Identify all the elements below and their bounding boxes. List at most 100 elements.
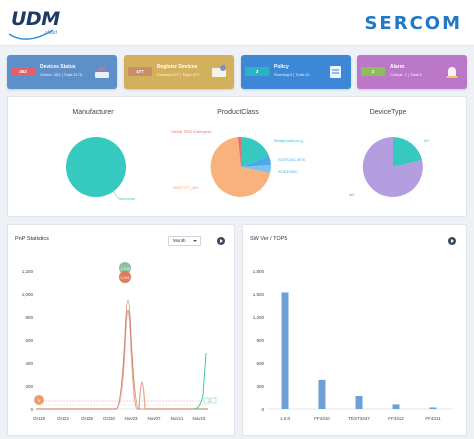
x-tick-label: Nov03 [124, 416, 138, 421]
logo-swoosh-icon [8, 29, 54, 40]
series-line-b[interactable] [36, 299, 208, 410]
card-subtitle: Critical: 1 | Total:8 [390, 72, 422, 77]
logo-text: UDM [11, 8, 60, 30]
bar-FF4311[interactable] [429, 407, 437, 409]
card-count-badge: 452 [11, 67, 35, 76]
x-tick-label: Nov07 [147, 416, 161, 421]
x-tick-label: 1.0.0 [280, 416, 291, 421]
y-tick-label: 300 [256, 384, 264, 389]
pie-slice-5g[interactable] [393, 137, 422, 167]
y-tick-label: 1,200 [253, 315, 265, 320]
register-icon [212, 65, 226, 77]
y-tick-label: 0 [261, 407, 264, 412]
sw-navigate-icon[interactable] [448, 237, 456, 245]
x-tick-label: FF4312 [388, 416, 404, 421]
card-alarm[interactable]: 2 Alarm Critical: 1 | Total:8 [357, 55, 467, 89]
peak-marker-label: 1,104 [120, 267, 130, 271]
pnp-title: PnP Statistics [15, 236, 49, 242]
period-selected-value: Month [173, 238, 186, 243]
card-subtitle: Devices:477 | Total: 477 [157, 72, 200, 77]
x-tick-label: Nov15 [192, 416, 206, 421]
card-subtitle: Running:3 | Total:10 [274, 72, 310, 77]
start-marker-label: 0 [38, 399, 40, 403]
x-tick-label: Oct18 [33, 416, 46, 421]
top-header: UDM cloud SERCOM [0, 0, 474, 46]
card-count-badge: 2 [361, 67, 385, 76]
y-tick-label: 200 [25, 384, 33, 389]
x-tick-label: FF4310 [314, 416, 330, 421]
pie-slice-4g[interactable] [362, 136, 423, 197]
pie-slice-sce7777[interactable] [210, 137, 270, 197]
card-register-devices[interactable]: 477 Register Devices Devices:477 | Total… [124, 55, 234, 89]
x-tick-label: Oct30 [103, 416, 116, 421]
x-tick-label: TEST3447 [348, 416, 370, 421]
summary-cards: 452 Devices Status Online: 452 | Total:2… [7, 55, 467, 89]
manufacturer-title: Manufacturer [72, 109, 114, 116]
y-tick-label: 900 [256, 338, 264, 343]
pie-label: VieNA TEDI Enterprise [171, 129, 212, 134]
bar-FF4310[interactable] [318, 379, 326, 409]
logo-subtext: cloud [45, 30, 57, 36]
period-select[interactable]: Month [168, 236, 201, 246]
sw-bar-chart: 1,800 1,500 1,200 900 600 300 0 1.0.0 FF4… [253, 269, 453, 421]
series-line-a[interactable] [36, 309, 208, 410]
x-tick-label: FF4311 [425, 416, 441, 421]
peak-marker[interactable] [119, 262, 131, 274]
pie-label: 4G [349, 192, 354, 197]
pie-slice-vietnam[interactable] [238, 136, 241, 167]
bar-1.0.0[interactable] [281, 292, 289, 409]
x-tick-label: Oct22 [57, 416, 70, 421]
alarm-icon [446, 67, 458, 78]
pie-label: SCES16C-B78 [278, 157, 305, 162]
pnp-statistics-panel: PnP Statistics Month 1,200 1,000 800 600… [7, 224, 235, 436]
y-tick-label: 600 [25, 338, 33, 343]
y-tick-label: 600 [256, 361, 264, 366]
y-tick-label: 400 [25, 361, 33, 366]
pnp-line-chart: 1,200 1,000 800 600 400 200 0 Oct18 Oct2… [22, 262, 217, 421]
peak-marker[interactable] [119, 271, 131, 283]
pie-slice-bridge[interactable] [241, 136, 269, 167]
distribution-panel: Manufacturer ProductClass DeviceType Ser… [7, 96, 467, 217]
x-tick-label: Oct26 [81, 416, 94, 421]
y-tick-label: 1,200 [22, 269, 34, 274]
y-tick-label: 800 [25, 315, 33, 320]
sw-title: SW Ver / TOP5 [250, 236, 288, 242]
y-tick-label: 1,500 [253, 292, 265, 297]
pie-charts: Sercomm VieNA TEDI Enterprise Bridgeoutd… [66, 129, 429, 201]
card-title: Policy [274, 64, 289, 70]
card-subtitle: Online: 452 | Total:2178 [40, 72, 83, 77]
peak-marker-label: 1,051 [120, 276, 130, 280]
series-line-c[interactable] [193, 352, 207, 410]
y-tick-label: 0 [30, 407, 33, 412]
bar-FF4312[interactable] [392, 404, 400, 409]
card-policy[interactable]: 3 Policy Running:3 | Total:10 [241, 55, 351, 89]
udm-logo[interactable]: UDM cloud [8, 8, 61, 40]
card-count-badge: 477 [128, 67, 152, 76]
router-icon [95, 66, 109, 78]
pie-slice-sercomm[interactable] [66, 137, 126, 197]
devicetype-title: DeviceType [369, 109, 407, 116]
start-marker[interactable] [34, 395, 44, 405]
y-tick-label: 1,800 [253, 269, 265, 274]
brand-logo: SERCOM [364, 13, 462, 34]
card-count-badge: 3 [245, 67, 269, 76]
pie-label: Sercomm [118, 196, 136, 201]
y-tick-label: 1,000 [22, 292, 34, 297]
pie-label: SCE7777_AH... [173, 185, 201, 190]
end-value-label: 22 [208, 399, 212, 403]
sw-version-panel: SW Ver / TOP5 1,800 1,500 1,200 900 600 … [242, 224, 467, 436]
card-devices-status[interactable]: 452 Devices Status Online: 452 | Total:2… [7, 55, 117, 89]
bar-TEST3447[interactable] [355, 395, 363, 409]
pnp-navigate-icon[interactable] [217, 237, 225, 245]
pie-slice-sces16[interactable] [241, 156, 271, 167]
policy-icon [330, 66, 341, 78]
pie-label: SCE4950C [278, 169, 298, 174]
card-title: Devices Status [40, 64, 76, 70]
chevron-down-icon [193, 240, 197, 242]
productclass-title: ProductClass [217, 109, 259, 116]
pie-label: 5G [424, 138, 429, 143]
card-title: Register Devices [157, 64, 198, 70]
pie-label: Bridgeoutdoor-g... [274, 138, 306, 143]
x-tick-label: Nov11 [171, 416, 184, 421]
pie-slice-sce4950[interactable] [241, 165, 272, 173]
